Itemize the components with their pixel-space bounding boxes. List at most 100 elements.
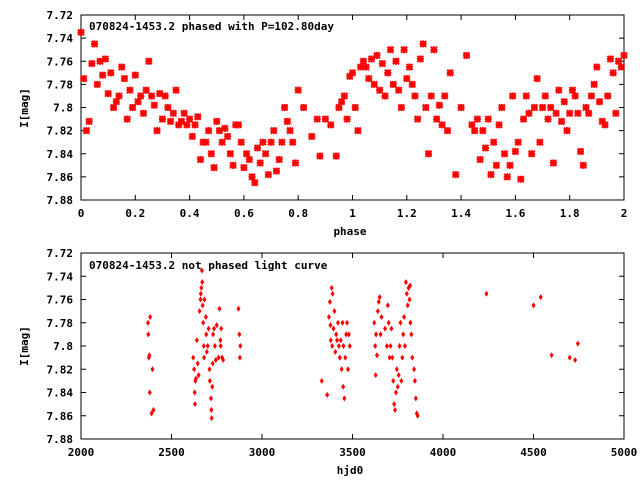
phased-data-point xyxy=(354,126,362,135)
phased-data-point xyxy=(416,55,425,63)
phased-x-tick-label: 1.2 xyxy=(397,207,417,220)
phased-data-point xyxy=(604,92,612,100)
phased-data-point xyxy=(582,103,590,112)
unphased-data-point xyxy=(216,354,221,361)
phased-data-point xyxy=(413,115,422,123)
phased-data-point xyxy=(128,103,137,112)
phased-data-point xyxy=(204,126,213,135)
phased-data-point xyxy=(400,45,408,54)
phased-data-point xyxy=(150,101,159,109)
phased-data-point xyxy=(226,150,235,158)
phased-data-point xyxy=(555,86,563,94)
unphased-data-point xyxy=(345,366,350,373)
phased-data-point xyxy=(533,74,541,83)
phased-data-point xyxy=(291,159,300,167)
unphased-data-point xyxy=(412,366,417,373)
unphased-data-point xyxy=(377,294,382,301)
unphased-y-tick-label: 7.74 xyxy=(47,270,74,283)
phased-data-point xyxy=(196,155,205,164)
unphased-data-point xyxy=(409,331,414,338)
unphased-data-point xyxy=(373,372,378,379)
phased-data-point xyxy=(109,103,118,112)
unphased-data-point xyxy=(238,343,243,349)
phased-data-point xyxy=(479,126,487,135)
unphased-data-point xyxy=(340,319,345,326)
unphased-data-point xyxy=(330,290,335,297)
phased-data-point xyxy=(506,161,514,170)
phased-data-point xyxy=(248,173,256,181)
unphased-data-point xyxy=(399,377,404,384)
phased-data-point xyxy=(126,86,134,94)
phased-data-point xyxy=(82,126,91,135)
unphased-data-point xyxy=(404,290,409,297)
phased-data-point xyxy=(601,121,609,129)
phased-data-point xyxy=(519,115,528,123)
unphased-data-point xyxy=(387,354,392,361)
phased-data-point xyxy=(194,113,202,121)
phased-data-point xyxy=(576,147,585,156)
unphased-x-tick-label: 3000 xyxy=(249,446,276,459)
unphased-data-point xyxy=(407,296,412,303)
phased-data-point xyxy=(495,121,503,129)
unphased-data-point xyxy=(149,410,154,417)
phased-data-point xyxy=(213,117,221,126)
phased-x-tick-label: 0 xyxy=(78,207,85,220)
unphased-data-point xyxy=(384,343,389,349)
unphased-data-point xyxy=(410,354,415,361)
phased-data-point xyxy=(183,121,191,129)
phased-data-point xyxy=(557,117,566,126)
unphased-y-tick-label: 7.84 xyxy=(47,387,74,400)
phased-data-point xyxy=(229,161,237,170)
phased-data-point xyxy=(609,69,617,77)
unphased-data-point xyxy=(484,290,489,297)
phased-data-point xyxy=(321,115,330,123)
unphased-data-point xyxy=(379,313,384,320)
phased-data-point xyxy=(498,103,506,112)
phased-data-point xyxy=(93,80,101,89)
unphased-x-tick-label: 3500 xyxy=(339,446,366,459)
unphased-data-point xyxy=(200,279,205,286)
unphased-data-point xyxy=(400,354,405,361)
phased-x-tick-label: 1.8 xyxy=(560,207,580,220)
phased-data-point xyxy=(96,57,104,65)
phased-data-point xyxy=(275,155,283,164)
unphased-x-tick-label: 2500 xyxy=(158,446,185,459)
unphased-data-point xyxy=(402,343,407,349)
phased-data-point xyxy=(563,126,571,135)
phased-x-tick-label: 0.4 xyxy=(180,207,200,220)
unphased-data-point xyxy=(573,356,578,363)
unphased-data-point xyxy=(398,319,403,326)
unphased-data-point xyxy=(331,325,336,332)
phased-data-point xyxy=(552,109,560,117)
unphased-data-point xyxy=(204,348,209,355)
unphased-data-point xyxy=(212,325,217,332)
phased-data-point xyxy=(549,159,558,167)
unphased-data-point xyxy=(374,331,379,338)
unphased-data-point xyxy=(203,313,208,320)
phased-data-point xyxy=(598,117,606,126)
unphased-data-point xyxy=(327,298,332,305)
unphased-data-point xyxy=(391,377,396,384)
phased-data-point xyxy=(185,115,194,123)
phased-data-point xyxy=(419,40,427,48)
unphased-data-point xyxy=(208,395,213,402)
phased-data-point xyxy=(612,109,620,117)
phased-x-tick-label: 0.2 xyxy=(125,207,145,220)
unphased-data-point xyxy=(192,389,197,396)
unphased-data-point xyxy=(408,319,413,326)
unphased-data-point xyxy=(205,343,210,349)
phased-data-point xyxy=(620,51,628,60)
phased-data-point xyxy=(153,126,161,135)
phased-data-point xyxy=(158,115,167,123)
unphased-data-point xyxy=(206,325,211,332)
phased-data-point xyxy=(514,138,522,146)
phased-y-tick-label: 7.8 xyxy=(53,102,73,115)
phased-data-point xyxy=(389,80,397,89)
phased-data-point xyxy=(139,109,148,117)
phased-data-point xyxy=(147,92,156,100)
phased-data-point xyxy=(584,109,593,117)
unphased-data-point xyxy=(390,354,395,361)
unphased-data-point xyxy=(325,391,330,398)
unphased-y-tick-label: 7.78 xyxy=(47,317,74,330)
phased-data-point xyxy=(115,92,123,100)
